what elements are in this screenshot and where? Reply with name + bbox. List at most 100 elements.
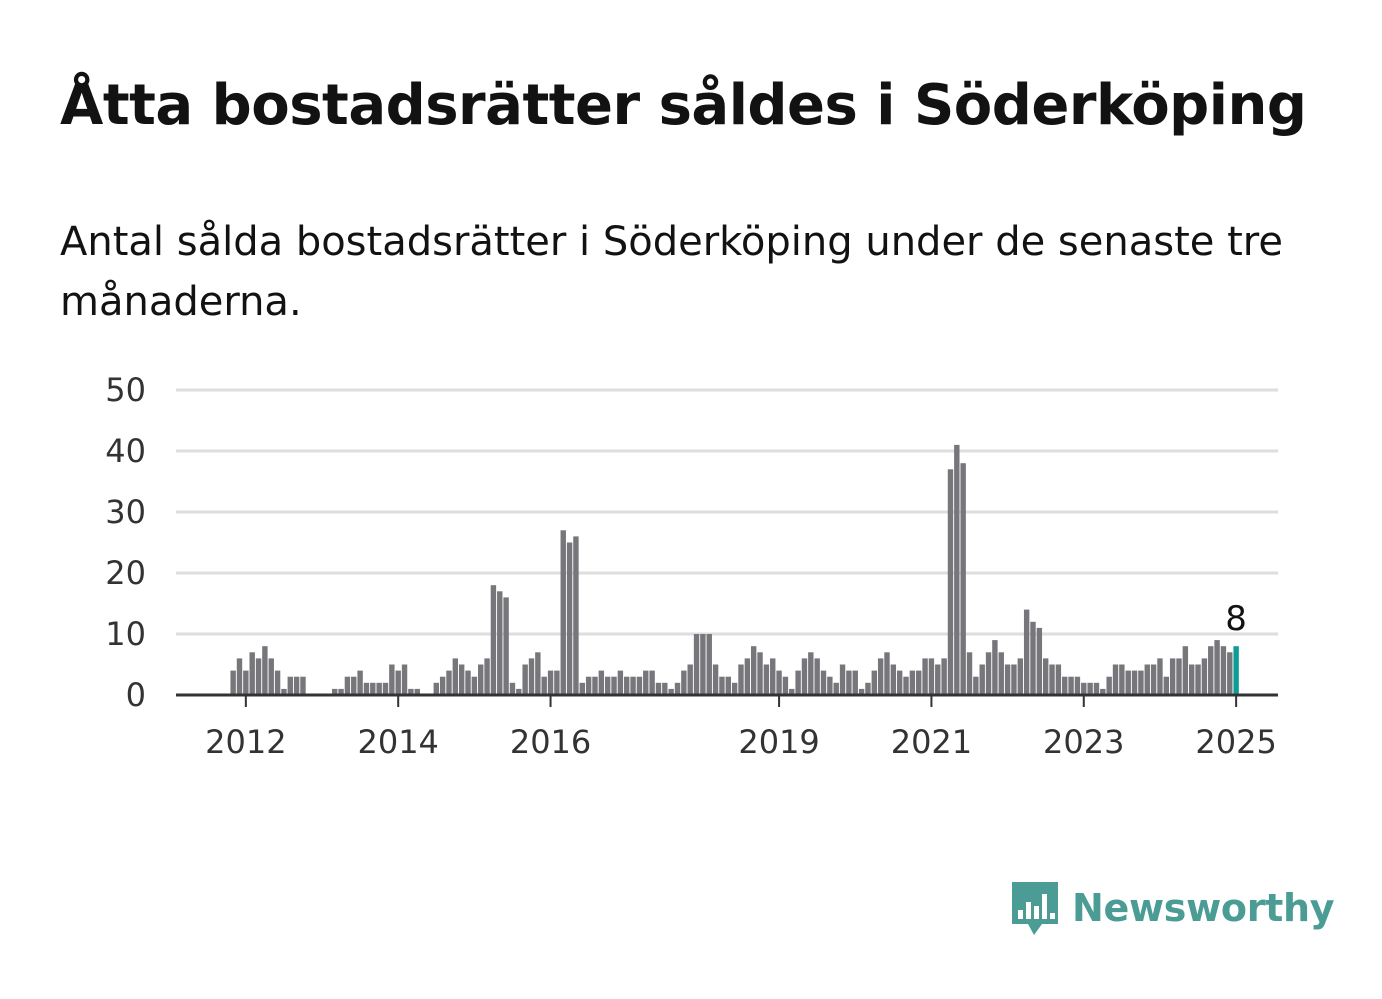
bar: [820, 670, 827, 695]
bar: [1011, 664, 1017, 695]
bar: [852, 670, 858, 695]
bar: [662, 682, 668, 695]
bar: [770, 658, 776, 695]
bar: [890, 664, 897, 695]
bar: [757, 652, 763, 695]
bar: [941, 658, 947, 695]
bar: [363, 682, 370, 695]
bar: [839, 664, 846, 695]
bar: [509, 682, 516, 695]
y-tick-label: 50: [105, 371, 146, 409]
bar: [846, 670, 852, 695]
bar: [541, 676, 547, 695]
y-tick-label: 30: [105, 493, 146, 531]
bar: [566, 542, 573, 695]
x-tick-label: 2019: [738, 723, 819, 761]
bar: [1182, 646, 1189, 695]
bar: [763, 664, 770, 695]
bar: [1036, 627, 1043, 695]
bar: [471, 676, 478, 695]
y-tick-label: 20: [105, 554, 146, 592]
last-value-label: 8: [1225, 599, 1247, 639]
chart-title: Åtta bostadsrätter såldes i Söderköping: [60, 73, 1307, 138]
bar: [922, 658, 928, 695]
bar: [693, 634, 700, 695]
bar: [649, 670, 655, 695]
bar: [547, 670, 554, 695]
bar: [338, 688, 344, 695]
bar: [598, 670, 605, 695]
bar: [516, 688, 522, 695]
bar: [382, 682, 389, 695]
bar: [1119, 664, 1125, 695]
bar: [611, 676, 617, 695]
y-tick-label: 10: [105, 615, 146, 653]
x-tick-label: 2023: [1043, 723, 1124, 761]
bar: [992, 640, 998, 695]
bar: [243, 670, 249, 695]
bar: [909, 670, 916, 695]
bar: [1042, 658, 1049, 695]
bar: [401, 664, 408, 695]
bar: [1093, 682, 1100, 695]
bar: [503, 597, 509, 695]
bar: [877, 658, 884, 695]
bar: [293, 676, 300, 695]
x-tick-label: 2016: [510, 723, 591, 761]
bar: [554, 670, 560, 695]
bar: [782, 676, 789, 695]
bar: [1087, 682, 1093, 695]
bar: [332, 688, 338, 695]
bar: [433, 682, 439, 695]
bar: [1125, 670, 1131, 695]
x-tick-label: 2025: [1195, 723, 1276, 761]
bar: [985, 652, 992, 695]
bar: [871, 670, 877, 695]
bar: [706, 634, 712, 695]
bar: [287, 676, 293, 695]
bar: [719, 676, 725, 695]
bar: [300, 676, 306, 695]
bar: [1169, 658, 1176, 695]
bar: [281, 688, 287, 695]
bar: [750, 646, 757, 695]
bar: [928, 658, 935, 695]
bar: [370, 682, 376, 695]
y-axis-labels: 0 10 20 30 40 50: [105, 371, 146, 714]
bars: [230, 444, 1239, 695]
bar: [1074, 676, 1081, 695]
bar: [497, 591, 503, 695]
bar: [1227, 652, 1233, 695]
bar: [1030, 621, 1036, 695]
bar: [884, 652, 890, 695]
bar: [274, 670, 281, 695]
x-axis-labels: 2012 2014 2016 2019 2021 2023 2025: [205, 695, 1277, 761]
brand-name: Newsworthy: [1072, 886, 1335, 930]
bar: [585, 676, 592, 695]
bar: [446, 670, 452, 695]
bar: [1176, 658, 1182, 695]
x-tick-label: 2021: [891, 723, 972, 761]
bar: [439, 676, 446, 695]
bar: [604, 676, 611, 695]
bar: [1163, 676, 1170, 695]
bar: [351, 676, 357, 695]
x-tick-label: 2014: [357, 723, 438, 761]
grid-lines: [176, 388, 1278, 636]
chart-subtitle: Antal sålda bostadsrätter i Söderköping …: [60, 219, 1283, 325]
bar: [998, 652, 1004, 695]
bar: [814, 658, 820, 695]
bar: [1214, 640, 1220, 695]
bar: [903, 676, 909, 695]
bar: [535, 652, 541, 695]
bar: [636, 676, 643, 695]
bar: [643, 670, 649, 695]
bar: [789, 688, 795, 695]
bar: [1049, 664, 1055, 695]
bar: [687, 664, 693, 695]
bar: [376, 682, 382, 695]
bar: [1004, 664, 1011, 695]
bar: [230, 670, 236, 695]
bar: [808, 652, 814, 695]
bar: [668, 688, 674, 695]
